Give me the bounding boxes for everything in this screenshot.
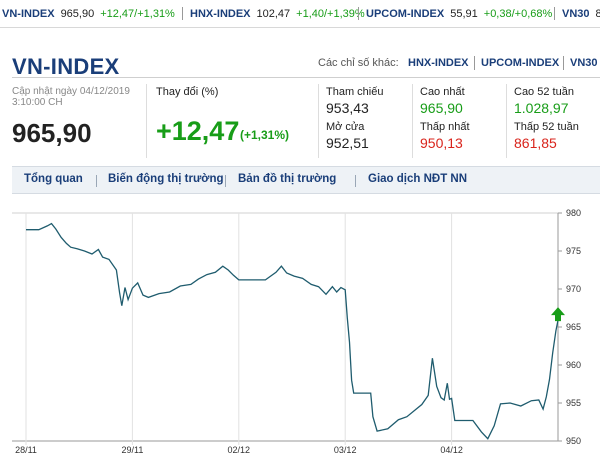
ticker-name: VN30	[562, 8, 590, 20]
x-tick-label: 28/11	[15, 445, 37, 455]
chart-grid	[12, 212, 559, 445]
link-hnx-index[interactable]: HNX-INDEX	[408, 57, 469, 69]
open-price-value: 952,51	[326, 135, 369, 151]
y-tick-label: 965	[566, 322, 581, 332]
page-title: VN-INDEX	[12, 54, 120, 79]
ticker-value: 883	[596, 8, 600, 20]
ticker-name: HNX-INDEX	[190, 8, 251, 20]
intraday-chart: 28/11 29/11 02/12 03/12 04/12 950 955 960 965 97…	[0, 205, 600, 458]
tab-divider	[96, 175, 97, 187]
x-tick-label: 04/12	[440, 445, 463, 455]
tab-divider	[225, 175, 226, 187]
y-tick-label: 975	[566, 246, 581, 256]
tab-market-movement[interactable]: Biến động thị trường	[108, 173, 224, 185]
ticker-change: +0,38/+0,68%	[483, 8, 553, 20]
current-price: 965,90	[12, 118, 92, 148]
ref-price-value: 953,43	[326, 100, 369, 116]
ticker-item-upcomindex[interactable]: UPCOM-INDEX 55,91 +0,38/+0,68%	[366, 8, 552, 20]
y-tick-label: 970	[566, 284, 581, 294]
ticker-item-vnindex[interactable]: VN-INDEX 965,90 +12,47/+1,31%	[2, 8, 175, 20]
low-52w-value: 861,85	[514, 135, 557, 151]
chart-canvas: 28/11 29/11 02/12 03/12 04/12 950 955 960 965 97…	[12, 208, 581, 455]
low-price-value: 950,13	[420, 135, 463, 151]
y-tick-label: 955	[566, 398, 581, 408]
low-price-label: Thấp nhất	[420, 121, 470, 133]
link-divider	[474, 56, 475, 70]
panel-divider	[146, 84, 147, 158]
open-price-label: Mở cửa	[326, 121, 365, 133]
tab-overview[interactable]: Tổng quan	[24, 173, 83, 185]
ticker-divider	[358, 7, 359, 20]
ticker-item-vn30[interactable]: VN30 883	[562, 8, 600, 20]
panel-divider	[412, 84, 413, 158]
y-tick-label: 980	[566, 208, 581, 218]
ticker-item-hnxindex[interactable]: HNX-INDEX 102,47 +1,40/+1,39%	[190, 8, 365, 20]
ticker-value: 102,47	[256, 8, 291, 20]
ticker-value: 55,91	[450, 8, 478, 20]
low-52w-label: Thấp 52 tuần	[514, 121, 579, 133]
up-arrow-icon	[551, 307, 565, 322]
other-indices-label: Các chỉ số khác:	[318, 57, 399, 69]
link-upcom-index[interactable]: UPCOM-INDEX	[481, 57, 560, 69]
section-tabs: Tổng quan Biến động thị trường Bản đồ th…	[12, 166, 600, 194]
ticker-change: +1,40/+1,39%	[296, 8, 365, 20]
ticker-divider	[182, 7, 183, 20]
series-line	[26, 222, 559, 440]
high-price-value: 965,90	[420, 100, 463, 116]
tab-foreign-trading[interactable]: Giao dịch NĐT NN	[368, 173, 468, 185]
ticker-value: 965,90	[60, 8, 95, 20]
ticker-divider	[554, 7, 555, 20]
tab-market-map[interactable]: Bản đồ thị trường	[238, 173, 337, 185]
last-updated-date: Cập nhật ngày 04/12/2019	[12, 86, 130, 97]
x-tick-label: 03/12	[334, 445, 357, 455]
y-tick-label: 960	[566, 360, 581, 370]
ticker-name: VN-INDEX	[2, 8, 55, 20]
y-axis: 950 955 960 965 970 975 980	[558, 208, 581, 446]
panel-divider	[318, 84, 319, 158]
ticker-name: UPCOM-INDEX	[366, 8, 445, 20]
link-divider	[563, 56, 564, 70]
high-price-label: Cao nhất	[420, 86, 465, 98]
header-divider	[12, 77, 600, 78]
ticker-change: +12,47/+1,31%	[100, 8, 175, 20]
last-updated: Cập nhật ngày 04/12/2019 3:10:00 CH	[12, 86, 142, 108]
last-updated-time: 3:10:00 CH	[12, 97, 63, 108]
change-percent: (+1,31%)	[240, 128, 290, 142]
change-label: Thay đổi (%)	[156, 86, 219, 98]
high-52w-value: 1.028,97	[514, 100, 569, 116]
panel-divider	[506, 84, 507, 158]
index-ticker-bar: VN-INDEX 965,90 +12,47/+1,31% HNX-INDEX 102…	[0, 0, 600, 28]
ref-price-label: Tham chiếu	[326, 86, 384, 98]
link-vn30[interactable]: VN30	[570, 57, 598, 69]
x-tick-label: 29/11	[121, 445, 143, 455]
x-tick-label: 02/12	[228, 445, 251, 455]
tab-divider	[355, 175, 356, 187]
high-52w-label: Cao 52 tuần	[514, 86, 574, 98]
change-value: +12,47	[156, 116, 240, 146]
x-axis: 28/11 29/11 02/12 03/12 04/12	[15, 445, 463, 455]
y-tick-label: 950	[566, 436, 581, 446]
last-price-marker	[551, 307, 565, 322]
